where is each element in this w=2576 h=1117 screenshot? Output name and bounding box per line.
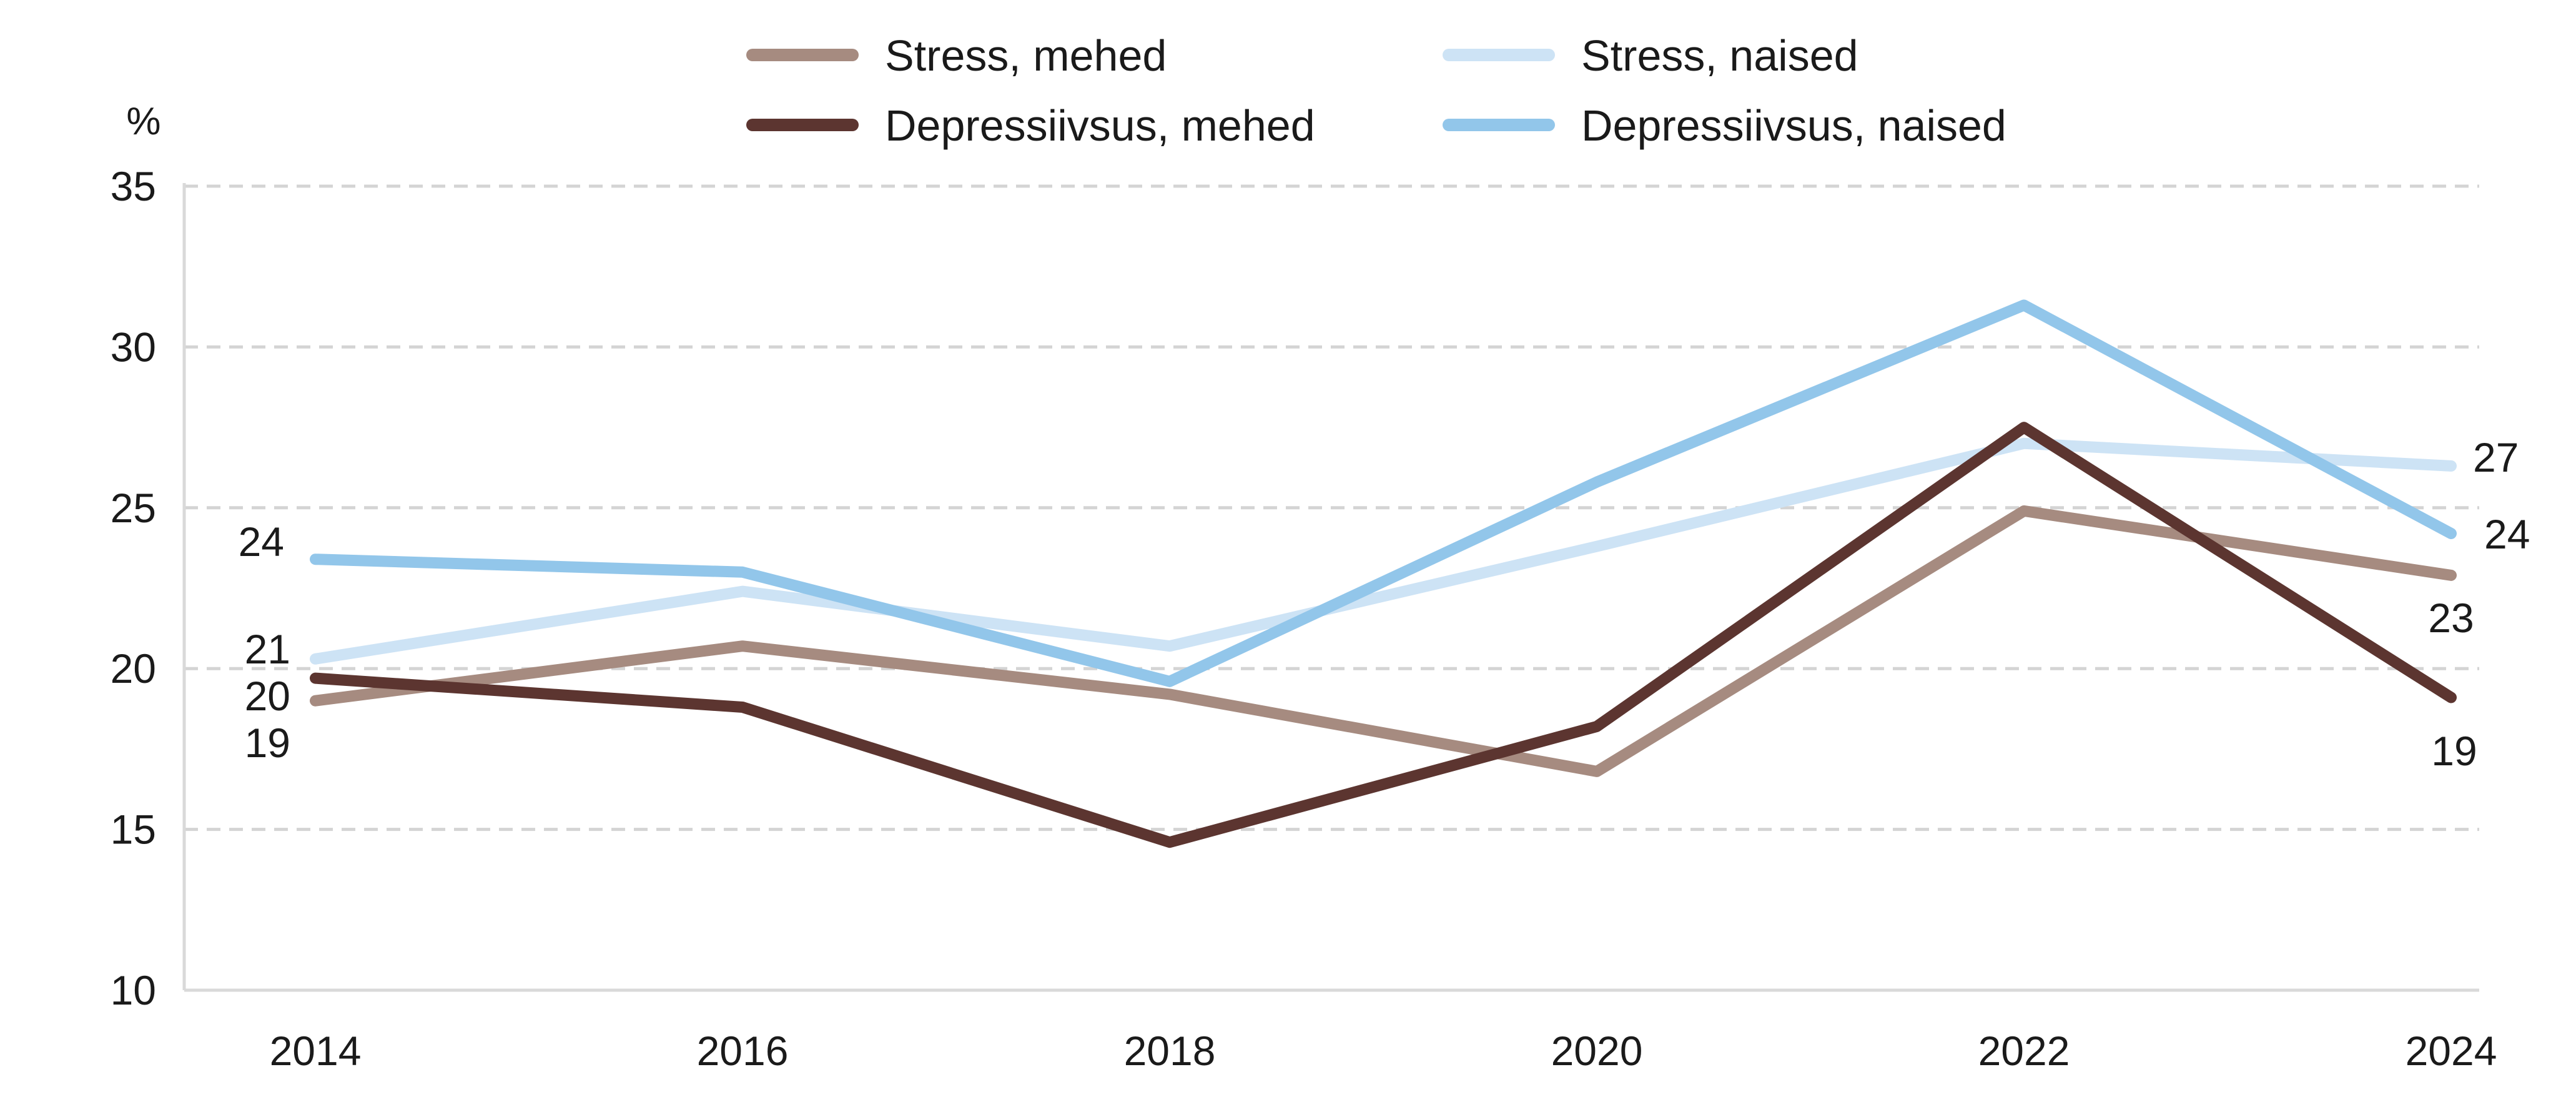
x-tick-label: 2014 [270, 1028, 362, 1074]
legend-label: Depressiivsus, naised [1581, 101, 2006, 150]
y-tick-label: 10 [111, 967, 156, 1013]
legend-label: Stress, naised [1581, 31, 1858, 80]
series-line-3 [310, 299, 2457, 687]
x-tick-label: 2016 [697, 1028, 789, 1074]
series-line-0 [310, 505, 2457, 777]
legend: Stress, mehed Stress, naised Depressiivsus… [746, 31, 2006, 150]
legend-label: Depressiivsus, mehed [885, 101, 1315, 150]
data-label-last: 24 [2484, 511, 2530, 557]
y-unit-label: % [126, 100, 160, 143]
data-label-last: 23 [2428, 595, 2474, 641]
y-tick-label: 30 [111, 324, 156, 370]
x-tick-label: 2024 [2406, 1028, 2497, 1074]
data-label-last: 19 [2431, 728, 2477, 774]
data-label-first: 19 [245, 720, 290, 766]
series-line-1 [310, 437, 2457, 665]
y-tick-label: 25 [111, 485, 156, 531]
x-tick-label: 2022 [1978, 1028, 2070, 1074]
data-label-first: 24 [239, 519, 284, 565]
y-tick-label: 35 [111, 163, 156, 209]
data-label-last: 27 [2473, 434, 2519, 480]
x-tick-label: 2018 [1124, 1028, 1216, 1074]
data-label-first: 21 [245, 626, 290, 672]
gridlines [184, 184, 2479, 832]
y-tick-label: 15 [111, 807, 156, 853]
legend-label: Stress, mehed [885, 31, 1167, 80]
series-lines [310, 299, 2457, 848]
data-label-first: 20 [245, 673, 290, 719]
series-line-2 [310, 422, 2457, 848]
x-tick-label: 2020 [1551, 1028, 1643, 1074]
y-tick-label: 20 [111, 645, 156, 692]
